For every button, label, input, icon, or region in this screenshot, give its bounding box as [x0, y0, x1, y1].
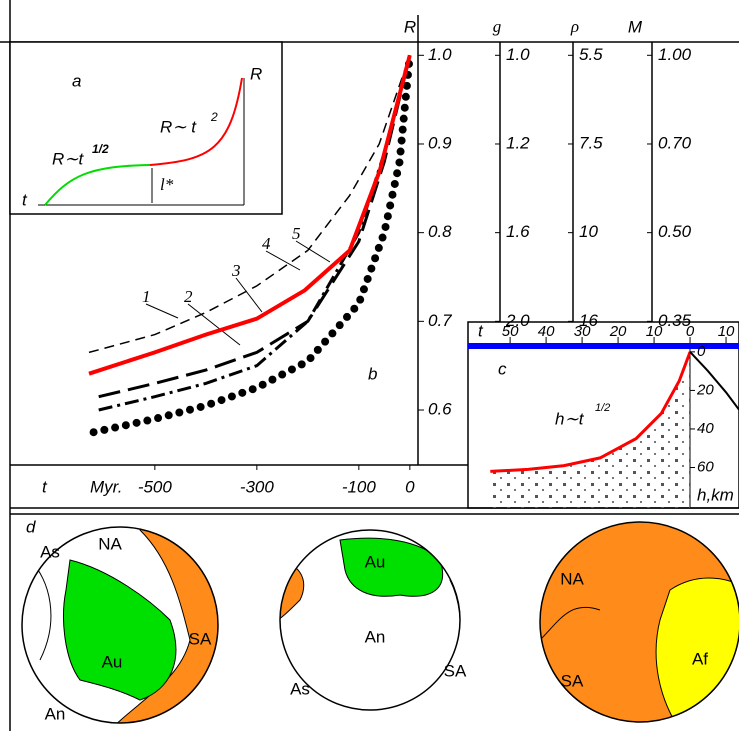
y-tick-label: 20 [696, 381, 714, 398]
scale-tick-label: 0.50 [658, 222, 692, 241]
scale-tick-label: 1.00 [658, 45, 692, 64]
y-tick-label: 0.8 [428, 222, 452, 241]
y-tick-label: 0 [697, 343, 706, 360]
formula-exp: 1/2 [92, 142, 109, 156]
region-label: NA [560, 569, 584, 588]
x-axis-label: t [478, 321, 484, 340]
region-label: Au [102, 652, 123, 671]
panel-label: d [26, 517, 36, 536]
panel-label: c [498, 359, 507, 378]
scale-tick-label: 10 [579, 222, 598, 241]
y-tick-label: 40 [697, 420, 714, 437]
series-label: 1 [142, 287, 151, 306]
x-axis-label: t [42, 477, 48, 496]
formula: R∼ t [160, 117, 197, 136]
formula: R∼t [52, 149, 85, 168]
scale-label: M [628, 17, 643, 36]
label-leader [146, 304, 178, 318]
region-label: NA [98, 534, 122, 553]
series-label: 3 [231, 261, 241, 280]
formula-exp: 2 [210, 110, 218, 124]
y-tick-label: 0.6 [428, 400, 452, 419]
x-tick-label: -500 [138, 477, 173, 496]
y-axis-label: h,km [697, 485, 734, 504]
region-label: An [45, 704, 66, 723]
chart-c: 50 40 30 20 10 0 10 t 0 20 40 60 h,km c h∼t 1/2 [468, 321, 739, 508]
x-tick-label: 20 [609, 323, 627, 340]
x-tick-label: 30 [574, 323, 591, 340]
y-tick-label: 0.9 [428, 133, 452, 152]
scale-tick-label: 7.5 [579, 133, 603, 152]
series-label: 2 [184, 287, 193, 306]
scale-tick-label: 5.5 [579, 45, 603, 64]
region-label: As [290, 679, 310, 698]
panel-label: b [368, 364, 377, 383]
gap-label: l* [160, 175, 174, 194]
formula: h∼t [555, 409, 585, 428]
region-label: An [365, 627, 386, 646]
region-label: SA [189, 629, 212, 648]
region-label: As [40, 542, 60, 561]
figure: a R t R∼t 1/2 R∼ t 2 l* Rb t Myr. 1.0 0.9 0.8… [0, 0, 739, 731]
scale-tick-label: 1.2 [506, 133, 530, 152]
region-label: Af [692, 649, 708, 668]
region-label: SA [444, 661, 467, 680]
x-unit: Myr. [90, 477, 122, 496]
x-tick-label: 10 [718, 323, 735, 340]
series-label: 4 [262, 234, 271, 253]
scale-tick-label: 0.70 [658, 133, 692, 152]
scale-label: ρ [570, 17, 579, 36]
y-tick-label: 0.7 [428, 311, 452, 330]
y-axis-label: R [404, 17, 416, 36]
scale-tick-label: 1.0 [506, 45, 530, 64]
stipple [488, 352, 690, 508]
region-label: Au [365, 552, 386, 571]
x-tick-label: 40 [538, 323, 555, 340]
y-label: R [250, 64, 262, 83]
region-label: SA [561, 671, 584, 690]
x-tick-label: 0 [686, 323, 695, 340]
series-label: 5 [292, 224, 301, 243]
x-tick-label: 0 [405, 477, 415, 496]
scale-tick-label: 1.6 [506, 222, 530, 241]
y-tick-label: 1.0 [428, 45, 452, 64]
y-tick-label: 60 [697, 458, 714, 475]
formula-exp: 1/2 [595, 402, 610, 414]
x-tick-label: -100 [342, 477, 377, 496]
x-tick-label: 10 [646, 323, 663, 340]
inset-a: a R t R∼t 1/2 R∼ t 2 l* [10, 42, 282, 214]
x-tick-label: -300 [240, 477, 275, 496]
label-leader [296, 241, 330, 262]
panel-d: d As NA Au SA An Au An As SA NA SA Af [22, 515, 739, 730]
scale-label: g [493, 17, 502, 36]
x-tick-label: 50 [502, 323, 519, 340]
panel-label: a [72, 71, 81, 90]
